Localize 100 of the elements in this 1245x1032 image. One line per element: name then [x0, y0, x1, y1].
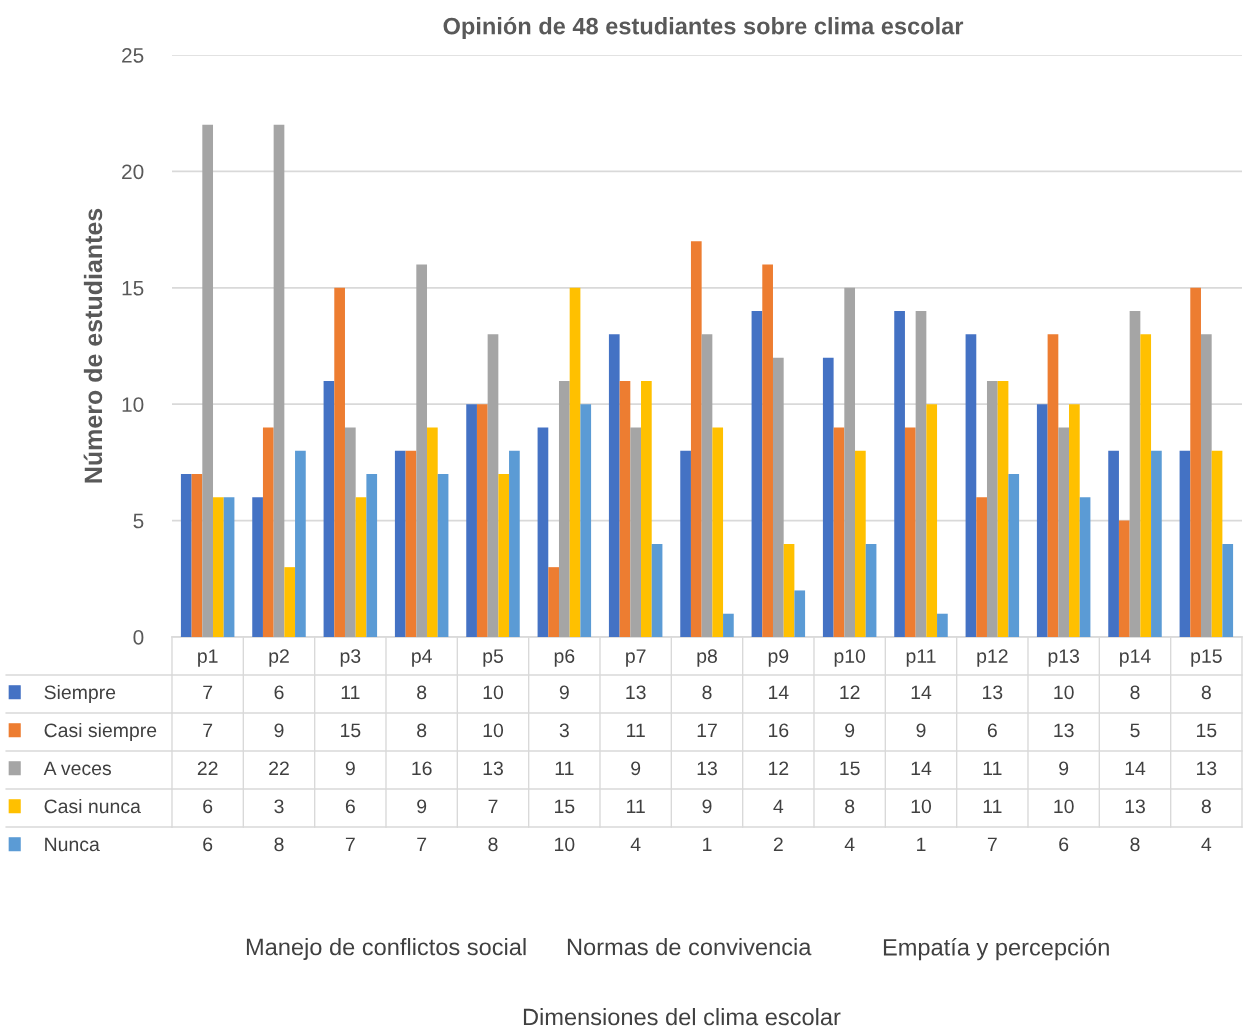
data-label: 6 [203, 799, 213, 814]
data-label: 14 [911, 761, 932, 776]
bar [751, 311, 763, 637]
data-label: 6 [274, 685, 284, 700]
bar [865, 543, 877, 637]
data-label: 13 [1054, 723, 1074, 738]
data-label: 9 [274, 723, 284, 738]
data-label: 22 [269, 761, 289, 776]
data-label: 12 [769, 761, 789, 776]
bar [273, 124, 285, 637]
data-label: 7 [488, 799, 498, 814]
bar [487, 334, 499, 637]
data-label: 14 [911, 685, 932, 700]
data-label: 10 [483, 723, 504, 738]
bar [794, 590, 806, 637]
data-label: 11 [983, 761, 1002, 776]
x-tick-label: p13 [1048, 649, 1080, 667]
bar [762, 264, 773, 637]
bar [213, 497, 224, 637]
data-label: 9 [702, 799, 712, 814]
bar [1058, 427, 1070, 637]
data-label: 11 [555, 761, 574, 776]
bar [701, 334, 713, 637]
data-label: 3 [559, 723, 569, 738]
x-tick-label: p15 [1191, 649, 1222, 667]
chart-title: Opinión de 48 estudiantes sobre clima escolar [443, 16, 964, 40]
bar [1129, 311, 1141, 637]
data-label: 15 [1197, 723, 1217, 738]
y-tick-label: 25 [122, 48, 144, 63]
bar [405, 450, 417, 637]
data-label: 8 [1130, 685, 1140, 700]
bar [1151, 450, 1162, 637]
bar [641, 380, 652, 637]
bar [1190, 287, 1201, 637]
data-label: 1 [917, 837, 926, 852]
data-label: 7 [203, 723, 213, 738]
bar [1008, 474, 1020, 637]
data-label: 15 [840, 761, 860, 776]
data-label: 22 [197, 761, 218, 776]
bar [855, 450, 866, 637]
data-label: 11 [627, 799, 645, 814]
bar [965, 334, 977, 637]
data-label: 9 [845, 723, 855, 738]
x-tick-label: p9 [768, 649, 789, 667]
x-tick-label: p14 [1120, 649, 1151, 667]
data-label: 6 [345, 799, 355, 814]
text: Dimensiones del clima escolar [523, 1008, 841, 1026]
data-label: 8 [1201, 685, 1211, 700]
bar [651, 543, 663, 637]
bar [1036, 404, 1048, 637]
text: Empatía y percepción [883, 938, 1109, 961]
bar [466, 404, 477, 637]
data-label: 4 [844, 837, 855, 852]
bar [334, 287, 345, 637]
bar [558, 380, 570, 637]
bar [1118, 520, 1130, 637]
bar [344, 427, 356, 637]
bar [1200, 334, 1212, 637]
legend-label: Casi siempre [44, 722, 157, 742]
data-label: 10 [911, 799, 932, 814]
data-label: 8 [274, 837, 284, 852]
bar [690, 241, 702, 637]
y-tick-label: 10 [122, 397, 144, 412]
data-label: 8 [417, 685, 427, 700]
data-label: 4 [773, 799, 784, 814]
bar [1069, 404, 1080, 637]
bar [437, 474, 449, 637]
y-axis-title: Número de estudiantes [83, 208, 103, 483]
data-label: 16 [769, 723, 789, 738]
bar [1179, 450, 1191, 637]
bar [723, 613, 734, 637]
data-label: 10 [1054, 799, 1074, 814]
data-label: 13 [626, 685, 646, 700]
bar [366, 474, 378, 637]
x-tick-label: p8 [697, 649, 717, 667]
data-label: 12 [840, 685, 860, 700]
bar [915, 311, 927, 637]
bar [537, 427, 549, 637]
data-label: 11 [341, 685, 360, 700]
bar [223, 497, 235, 637]
bar [680, 450, 691, 637]
bar [833, 427, 845, 637]
data-label: 6 [1059, 837, 1069, 852]
data-label: 11 [627, 723, 645, 738]
data-label: 14 [1125, 761, 1146, 776]
bar [509, 450, 520, 637]
x-tick-label: p5 [483, 649, 503, 667]
data-label: 8 [702, 685, 712, 700]
data-label: 10 [555, 837, 575, 852]
data-label: 13 [1197, 761, 1217, 776]
bar [427, 427, 438, 637]
y-tick-label: 5 [133, 513, 144, 529]
bar [619, 380, 631, 637]
data-label: 13 [483, 761, 503, 776]
bar [498, 474, 510, 637]
data-label: 15 [555, 799, 575, 814]
text: Normas de convivencia [567, 938, 812, 956]
bar [1108, 450, 1119, 637]
bar [580, 404, 592, 637]
x-tick-label: p4 [412, 649, 432, 667]
